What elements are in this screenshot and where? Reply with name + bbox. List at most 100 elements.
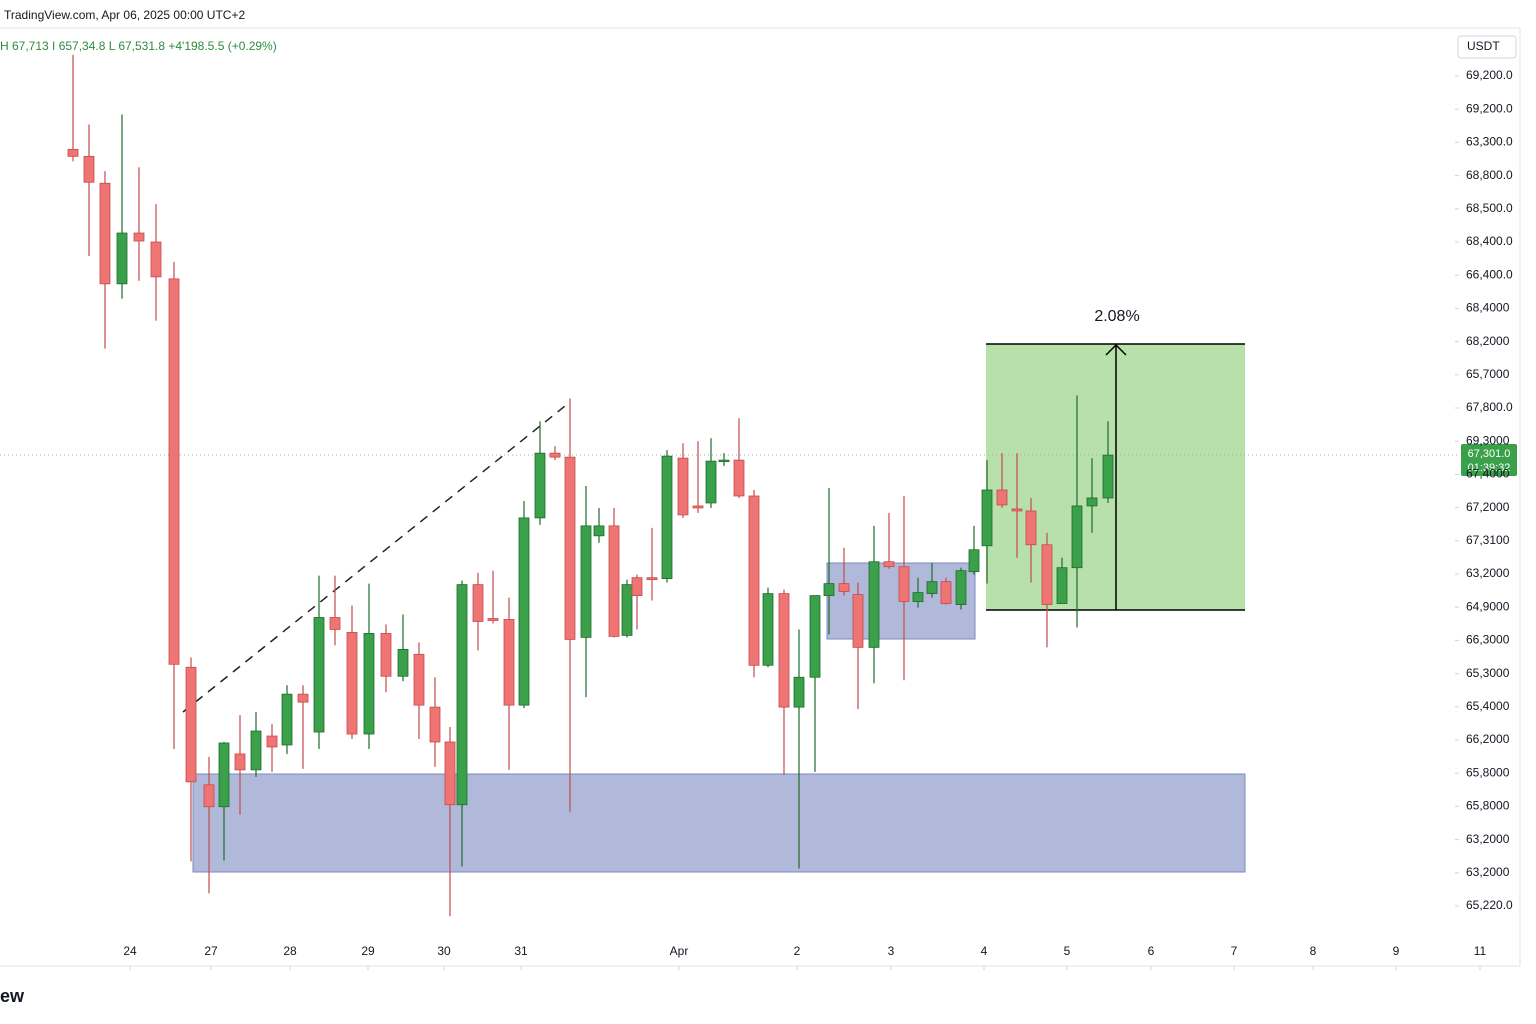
- candle-body: [593, 525, 605, 537]
- x-tick-label: 29: [361, 944, 375, 958]
- x-tick-label: 31: [514, 944, 528, 958]
- x-tick-label: 9: [1393, 944, 1400, 958]
- candle-body: [99, 182, 111, 285]
- y-tick-label: 68,800.0: [1466, 168, 1513, 182]
- x-tick-label: 6: [1148, 944, 1155, 958]
- candle-body: [661, 455, 673, 580]
- arrow-head: [1105, 343, 1127, 356]
- candle-body: [926, 581, 938, 594]
- y-tick-label: 69,200.0: [1466, 68, 1513, 82]
- candle-body: [444, 741, 456, 806]
- candle-body: [185, 666, 197, 783]
- candle-body: [705, 460, 717, 504]
- y-tick-label: 66,3000: [1466, 633, 1510, 647]
- candle-body: [564, 456, 576, 640]
- y-tick-label: 66,2000: [1466, 732, 1510, 746]
- candle-body: [518, 517, 530, 706]
- y-tick-label: 65,3000: [1466, 666, 1510, 680]
- candle-body: [281, 693, 293, 746]
- x-tick-label: 27: [204, 944, 218, 958]
- candle-body: [503, 619, 515, 706]
- y-tick-label: 65,4000: [1466, 699, 1510, 713]
- y-tick-label: 68,2000: [1466, 334, 1510, 348]
- logo: ew: [0, 986, 25, 1006]
- chart-header: TradingView.com, Apr 06, 2025 00:00 UTC+…: [4, 8, 245, 22]
- candle-body: [346, 632, 358, 735]
- candle-body: [1025, 510, 1037, 546]
- candle-body: [748, 495, 760, 666]
- candle-body: [852, 594, 864, 648]
- candle-body: [631, 577, 643, 596]
- y-tick-label: 68,4000: [1466, 301, 1510, 315]
- candle-body: [203, 784, 215, 808]
- candle-body: [838, 583, 850, 592]
- candle-body: [116, 232, 128, 285]
- candle-body: [940, 581, 952, 604]
- candle-body: [456, 584, 468, 806]
- candle-body: [823, 583, 835, 596]
- candle-body: [793, 676, 805, 708]
- y-tick-label: 69,200.0: [1466, 101, 1513, 115]
- last-price-box: [1461, 444, 1517, 476]
- demand-zone: [192, 773, 1246, 873]
- candle-body: [1011, 508, 1023, 512]
- ohlc-legend: H 67,713 I 657,34.8 L 67,531.8 +4'198.5.…: [0, 39, 277, 53]
- trendline: [182, 401, 571, 713]
- y-tick-label: 63,2000: [1466, 832, 1510, 846]
- x-tick-label: 8: [1310, 944, 1317, 958]
- candle-body: [608, 525, 620, 637]
- candle-body: [621, 584, 633, 636]
- y-tick-label: 67,800.0: [1466, 400, 1513, 414]
- candle-body: [646, 577, 658, 581]
- x-tick-label: 24: [123, 944, 137, 958]
- candle-body: [809, 595, 821, 678]
- candle-body: [733, 459, 745, 497]
- x-tick-label: 4: [981, 944, 988, 958]
- candle-body: [1041, 544, 1053, 605]
- countdown: 01:39:32: [1468, 462, 1511, 474]
- candle-body: [218, 742, 230, 808]
- y-tick-label: 69,3000: [1466, 433, 1510, 447]
- y-tick-label: 65,220.0: [1466, 898, 1513, 912]
- x-tick-label: Apr: [670, 944, 689, 958]
- candle-body: [472, 584, 484, 622]
- candle-body: [297, 693, 309, 703]
- candle-body: [329, 617, 341, 630]
- candle-body: [677, 457, 689, 516]
- y-tick-label: 67,3100: [1466, 533, 1510, 547]
- x-tick-label: 5: [1064, 944, 1071, 958]
- candle-body: [981, 489, 993, 547]
- measure-label: 2.08%: [1094, 308, 1139, 325]
- candle-body: [266, 735, 278, 748]
- x-tick-label: 28: [283, 944, 297, 958]
- candle-body: [692, 505, 704, 509]
- candle-body: [250, 730, 262, 771]
- candle-body: [1071, 505, 1083, 569]
- y-tick-label: 64,9000: [1466, 599, 1510, 613]
- candle-body: [133, 232, 145, 242]
- candle-body: [168, 278, 180, 665]
- x-tick-label: 3: [888, 944, 895, 958]
- y-tick-label: 65,8000: [1466, 765, 1510, 779]
- currency-box[interactable]: [1457, 35, 1517, 59]
- y-tick-label: 68,400.0: [1466, 234, 1513, 248]
- x-tick-label: 2: [794, 944, 801, 958]
- y-tick-label: 63,300.0: [1466, 135, 1513, 149]
- x-tick-label: 7: [1231, 944, 1238, 958]
- candle-body: [380, 633, 392, 677]
- y-tick-label: 67,2000: [1466, 500, 1510, 514]
- candle-body: [313, 617, 325, 733]
- y-tick-label: 65,8000: [1466, 799, 1510, 813]
- candle-body: [534, 452, 546, 519]
- candle-body: [397, 648, 409, 677]
- candle-body: [150, 241, 162, 278]
- x-tick-label: 30: [437, 944, 451, 958]
- candle-body: [898, 566, 910, 602]
- y-tick-label: 65,7000: [1466, 367, 1510, 381]
- candle-body: [883, 561, 895, 568]
- candle-body: [67, 148, 79, 157]
- candle-body: [996, 489, 1008, 506]
- candle-body: [83, 155, 95, 183]
- candle-body: [968, 549, 980, 573]
